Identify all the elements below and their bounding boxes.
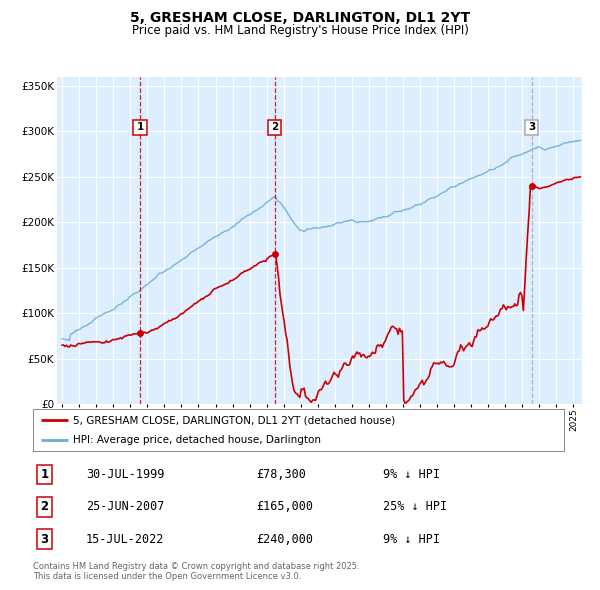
Text: 25% ↓ HPI: 25% ↓ HPI [383,500,448,513]
Text: HPI: Average price, detached house, Darlington: HPI: Average price, detached house, Darl… [73,435,321,445]
Text: 9% ↓ HPI: 9% ↓ HPI [383,533,440,546]
Text: 2: 2 [41,500,49,513]
Text: 3: 3 [528,123,535,132]
Text: Contains HM Land Registry data © Crown copyright and database right 2025.
This d: Contains HM Land Registry data © Crown c… [33,562,359,581]
Text: £165,000: £165,000 [256,500,313,513]
Text: 15-JUL-2022: 15-JUL-2022 [86,533,164,546]
Text: 5, GRESHAM CLOSE, DARLINGTON, DL1 2YT (detached house): 5, GRESHAM CLOSE, DARLINGTON, DL1 2YT (d… [73,415,395,425]
Text: £240,000: £240,000 [256,533,313,546]
Text: 25-JUN-2007: 25-JUN-2007 [86,500,164,513]
Text: 9% ↓ HPI: 9% ↓ HPI [383,468,440,481]
Text: 1: 1 [41,468,49,481]
Text: Price paid vs. HM Land Registry's House Price Index (HPI): Price paid vs. HM Land Registry's House … [131,24,469,37]
Text: 5, GRESHAM CLOSE, DARLINGTON, DL1 2YT: 5, GRESHAM CLOSE, DARLINGTON, DL1 2YT [130,11,470,25]
Text: 3: 3 [41,533,49,546]
Text: £78,300: £78,300 [256,468,306,481]
Text: 30-JUL-1999: 30-JUL-1999 [86,468,164,481]
Text: 1: 1 [136,123,143,132]
Text: 2: 2 [271,123,278,132]
